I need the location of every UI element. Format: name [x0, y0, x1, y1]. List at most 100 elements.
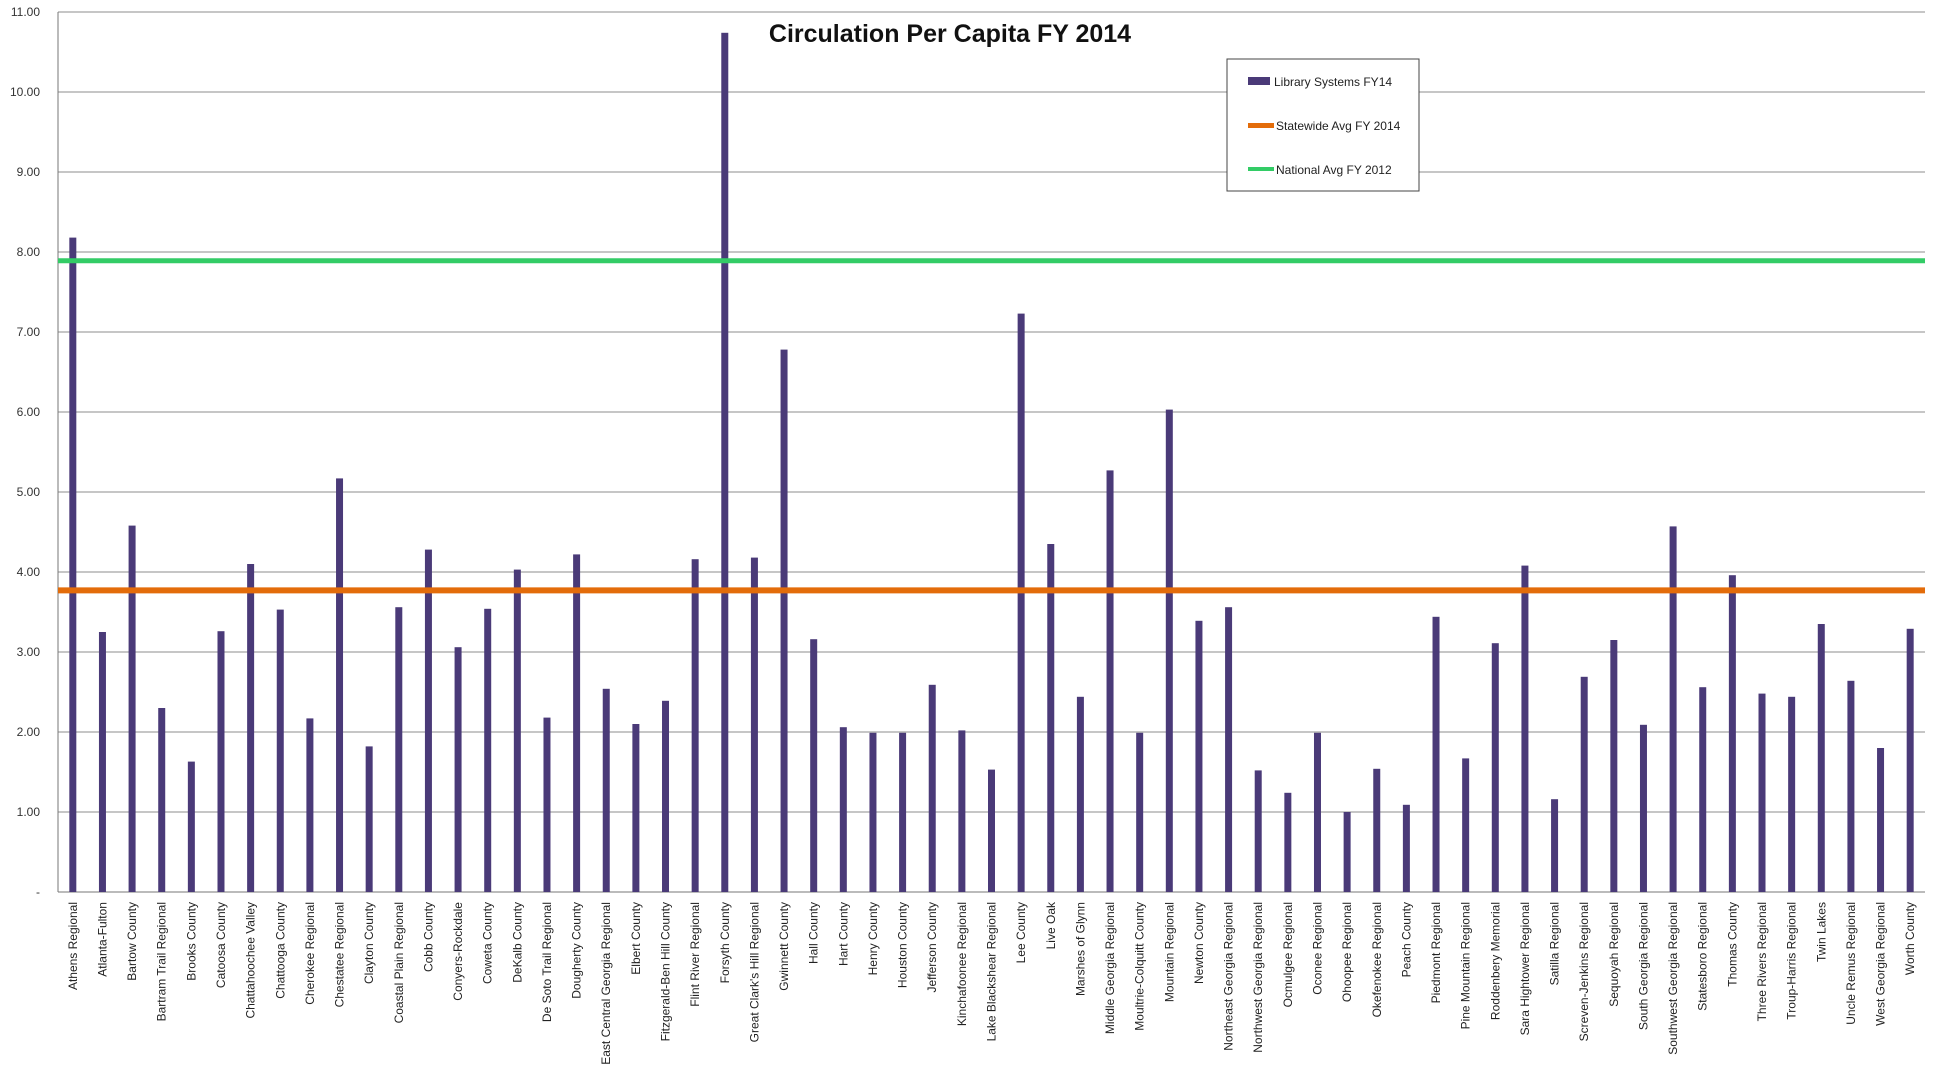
x-tick-label: Henry County [866, 902, 880, 975]
bar [1402, 804, 1410, 892]
bar [928, 684, 936, 892]
x-tick-label: DeKalb County [510, 902, 524, 983]
x-axis-labels: Athens Regional Atlanta-Fulton Bartow Coun… [66, 901, 1917, 1065]
bar [1788, 696, 1796, 892]
x-tick-label: Ocmulgee Regional [1281, 902, 1295, 1007]
x-tick-label: Elbert County [629, 902, 643, 975]
bar [1847, 680, 1855, 892]
x-tick-label: Troup-Harris Regional [1785, 902, 1799, 1020]
bar [1551, 799, 1559, 892]
bar [1165, 409, 1173, 892]
bar [1728, 575, 1736, 892]
x-tick-label: Hall County [807, 902, 821, 964]
x-tick-label: East Central Georgia Regional [599, 902, 613, 1065]
bar [810, 639, 818, 892]
x-tick-label: Northwest Georgia Regional [1251, 902, 1265, 1053]
bar [1758, 693, 1766, 892]
y-tick-label: 9.00 [17, 165, 41, 179]
x-tick-label: Satilla Regional [1548, 902, 1562, 985]
x-tick-label: Houston County [896, 902, 910, 988]
legend: Library Systems FY14 Statewide Avg FY 20… [1226, 58, 1420, 192]
bar [750, 557, 758, 892]
x-tick-label: Kinchafoonee Regional [955, 902, 969, 1026]
x-tick-label: Ohoopee Regional [1340, 902, 1354, 1002]
x-tick-label: Okefenokee Regional [1370, 902, 1384, 1017]
bar [1877, 748, 1885, 892]
x-tick-label: Brooks County [184, 902, 198, 981]
x-tick-label: Southwest Georgia Regional [1666, 902, 1680, 1055]
bar [1076, 696, 1084, 892]
x-tick-label: Statesboro Regional [1696, 902, 1710, 1011]
bar [395, 607, 403, 892]
x-tick-label: Coastal Plain Regional [392, 902, 406, 1023]
x-tick-label: Chattahoochee Valley [244, 902, 258, 1019]
x-tick-label: Middle Georgia Regional [1103, 902, 1117, 1034]
x-tick-label: Bartow County [125, 902, 139, 981]
bar [1817, 624, 1825, 892]
x-tick-label: Conyers-Rockdale [451, 902, 465, 1001]
legend-swatch-national [1248, 167, 1274, 171]
y-tick-label: 5.00 [17, 485, 41, 499]
bar [513, 569, 521, 892]
x-tick-label: Gwinnett County [777, 902, 791, 991]
bar [1432, 616, 1440, 892]
bar [958, 730, 966, 892]
bar [1106, 470, 1114, 892]
bar [1639, 724, 1647, 892]
bar [1521, 565, 1529, 892]
bar [158, 708, 166, 892]
bar [573, 554, 581, 892]
bar [1195, 620, 1203, 892]
x-tick-label: Northeast Georgia Regional [1222, 902, 1236, 1051]
bar [1580, 676, 1588, 892]
x-tick-label: Athens Regional [66, 902, 80, 990]
x-tick-label: Great Clark's Hill Regional [747, 902, 761, 1042]
bar [1373, 768, 1381, 892]
bar [988, 769, 995, 892]
x-tick-label: Thomas County [1725, 902, 1739, 987]
bar [839, 727, 847, 892]
bar [1610, 640, 1618, 892]
bar [1017, 313, 1025, 893]
bar [336, 478, 344, 892]
x-tick-label: Screven-Jenkins Regional [1577, 902, 1591, 1041]
y-tick-label: 1.00 [17, 805, 41, 819]
bar [1343, 812, 1351, 892]
x-tick-label: Fitzgerald-Ben Hill County [659, 902, 673, 1041]
x-tick-label: Flint River Regional [688, 902, 702, 1007]
bar [691, 559, 699, 892]
y-tick-label: 7.00 [17, 325, 41, 339]
bar [1906, 628, 1914, 892]
bar [1313, 732, 1321, 892]
x-tick-label: Three Rivers Regional [1755, 902, 1769, 1021]
bar [721, 32, 729, 893]
y-tick-label: 4.00 [17, 565, 41, 579]
bar [1669, 526, 1677, 892]
x-tick-label: Mountain Regional [1162, 902, 1176, 1002]
x-tick-label: Marshes of Glynn [1073, 902, 1087, 996]
x-tick-label: Bartram Trail Regional [155, 902, 169, 1021]
bar [602, 688, 610, 892]
x-tick-label: Pine Mountain Regional [1459, 902, 1473, 1029]
x-tick-label: South Georgia Regional [1636, 902, 1650, 1030]
bar [899, 732, 907, 892]
y-tick-label: 2.00 [17, 725, 41, 739]
bar [1047, 544, 1055, 892]
bar [1225, 607, 1233, 892]
bar [1254, 770, 1262, 892]
gridlines [57, 11, 1925, 893]
bar [247, 564, 255, 892]
x-tick-label: Uncle Remus Regional [1844, 902, 1858, 1025]
bar [662, 700, 670, 892]
x-tick-label: Dougherty County [570, 902, 584, 999]
bar [424, 549, 432, 892]
x-tick-label: Lee County [1014, 902, 1028, 963]
x-tick-label: Oconee Regional [1310, 902, 1324, 995]
y-tick-label: 8.00 [17, 245, 41, 259]
x-tick-label: Cobb County [421, 902, 435, 972]
x-tick-label: Hart County [836, 902, 850, 966]
x-tick-label: Newton County [1192, 902, 1206, 984]
bar [1284, 792, 1292, 892]
